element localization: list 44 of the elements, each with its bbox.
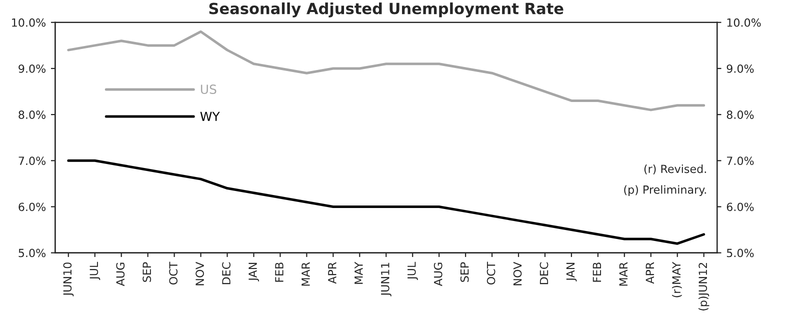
annotation: (p) Preliminary.	[624, 185, 706, 196]
x-tick-label: OCT	[486, 262, 496, 284]
y2-tick-label: 7.0%	[727, 156, 754, 166]
x-tick-label: AUG	[116, 262, 125, 286]
x-tick-label: AUG	[434, 262, 442, 286]
y-tick-label: 7.0%	[18, 156, 46, 166]
chart-title: Seasonally Adjusted Unemployment Rate	[209, 2, 564, 18]
y2-tick-label: 10.0%	[727, 18, 761, 27]
y2-tick-label: 5.0%	[726, 248, 754, 258]
y2-tick-label: 8.0%	[726, 110, 754, 119]
x-tick-label: FEB	[275, 262, 284, 282]
x-tick-label: MAR	[302, 262, 310, 286]
x-tick-label: MAR	[619, 262, 628, 286]
x-tick-label: NOV	[513, 262, 522, 286]
x-tick-label: (p)JUN12	[698, 262, 710, 310]
x-tick-label: (r)MAY	[672, 262, 682, 298]
x-tick-label: DEC	[540, 262, 548, 284]
text: WY	[200, 112, 220, 121]
y-tick-label: 9.0%	[18, 64, 46, 73]
y-tick-label: 10.0%	[12, 18, 46, 27]
y-tick-label: 6.0%	[18, 202, 46, 212]
x-tick-label: FEB	[592, 262, 601, 282]
line-series	[67, 159, 706, 245]
x-tick-label: APR	[646, 262, 654, 284]
y-tick-label: 8.0%	[18, 110, 46, 119]
x-tick-label: JUN11	[381, 262, 392, 296]
x-tick-label: JUL	[408, 262, 418, 280]
x-tick-label: APR	[328, 262, 336, 284]
x-tick-label: JUL	[90, 262, 100, 280]
y-tick-label: 5.0%	[18, 248, 46, 258]
x-tick-label: JAN	[248, 262, 260, 282]
x-tick-label: SEP	[460, 262, 469, 282]
x-tick-label: JUN10	[63, 262, 74, 296]
x-tick-label: OCT	[169, 262, 178, 284]
x-tick-label: NOV	[196, 262, 204, 286]
text: US	[200, 84, 216, 94]
annotation: (r) Revised.	[644, 164, 706, 174]
x-tick-label: SEP	[142, 262, 152, 282]
line-series	[67, 30, 706, 112]
y2-tick-label: 6.0%	[726, 202, 754, 212]
y2-tick-label: 9.0%	[726, 64, 754, 73]
x-tick-label: DEC	[222, 262, 230, 284]
x-tick-label: JAN	[566, 262, 577, 282]
x-tick-label: MAY	[354, 262, 363, 284]
